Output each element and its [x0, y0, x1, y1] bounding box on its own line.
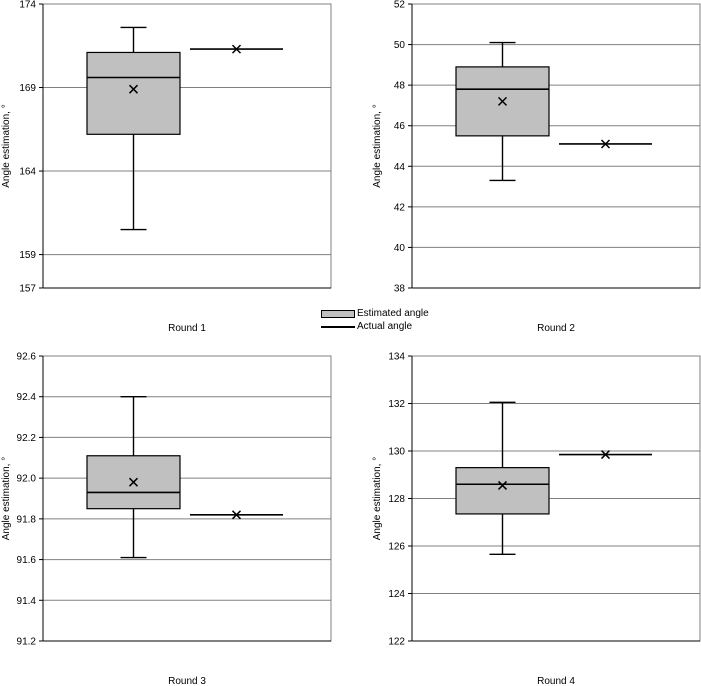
chart-panel-4: 122 124 126 128 130 132 134 Angle estimation, °…: [372, 352, 701, 686]
actual-marker: [231, 510, 242, 520]
y-tick-label: 169: [19, 83, 36, 94]
y-tick-label: 157: [19, 284, 36, 295]
mean-marker: [497, 96, 508, 106]
y-tick-label: 174: [19, 0, 36, 11]
y-tick-label: 124: [388, 589, 405, 600]
y-tick-label: 44: [394, 162, 406, 173]
y-tick-label: 132: [388, 399, 405, 410]
y-tick-label: 52: [394, 0, 406, 11]
y-tick-label: 46: [394, 121, 406, 132]
y-tick-label: 91.6: [17, 555, 37, 566]
actual-marker: [600, 139, 611, 149]
mean-marker: [128, 84, 139, 94]
y-tick-label: 130: [388, 447, 405, 458]
y-tick-label: 159: [19, 250, 36, 261]
y-tick-label: 48: [394, 81, 406, 92]
x-axis-label: Round 1: [168, 323, 206, 334]
y-tick-label: 126: [388, 542, 405, 553]
legend-label-estimated: Estimated angle: [357, 308, 429, 319]
y-tick-label: 92.0: [17, 474, 37, 485]
plot-area: [411, 3, 701, 289]
chart-panel-3: 91.2 91.4 91.6 91.8 92.0 92.2 92.4 92.6 Angle es…: [1, 352, 332, 686]
y-tick-label: 128: [388, 494, 405, 505]
y-axis-label: Angle estimation, °: [372, 457, 383, 541]
y-axis-label: Angle estimation, °: [1, 104, 12, 188]
box-estimated: [455, 467, 550, 515]
chart-panel-2: 38 40 42 44 46 48 50 52 Angle estimation, ° Round…: [372, 0, 701, 334]
y-axis-label: Angle estimation, °: [1, 457, 12, 541]
actual-marker: [231, 44, 242, 54]
legend-swatch-line: [321, 326, 355, 328]
y-tick-label: 122: [388, 637, 405, 648]
x-axis-label: Round 2: [537, 323, 575, 334]
y-tick-label: 42: [394, 202, 406, 213]
mean-marker: [128, 477, 139, 487]
y-tick-label: 91.8: [17, 514, 37, 525]
x-axis-label: Round 3: [168, 676, 206, 686]
plot-area: [42, 355, 332, 642]
y-tick-label: 134: [388, 352, 405, 363]
y-axis-label: Angle estimation, °: [372, 104, 383, 188]
y-tick-label: 91.4: [17, 596, 37, 607]
y-tick-label: 92.6: [17, 352, 37, 363]
y-tick-label: 92.4: [17, 392, 37, 403]
chart-panel-1: 157 159 164 169 174 Angle estimation, ° Round …: [1, 0, 332, 334]
legend-label-actual: Actual angle: [357, 321, 413, 332]
legend: Estimated angle Actual angle: [321, 308, 441, 336]
actual-marker: [600, 450, 611, 460]
y-tick-label: 92.2: [17, 433, 37, 444]
y-tick-label: 50: [394, 40, 406, 51]
y-tick-label: 38: [394, 284, 406, 295]
y-tick-label: 164: [19, 167, 36, 178]
box-estimated: [86, 51, 181, 135]
x-axis-label: Round 4: [537, 676, 575, 686]
plot-area: [42, 3, 332, 289]
legend-swatch-box: [321, 310, 355, 318]
y-tick-label: 91.2: [17, 637, 37, 648]
y-tick-label: 40: [394, 243, 406, 254]
mean-marker: [497, 480, 508, 490]
